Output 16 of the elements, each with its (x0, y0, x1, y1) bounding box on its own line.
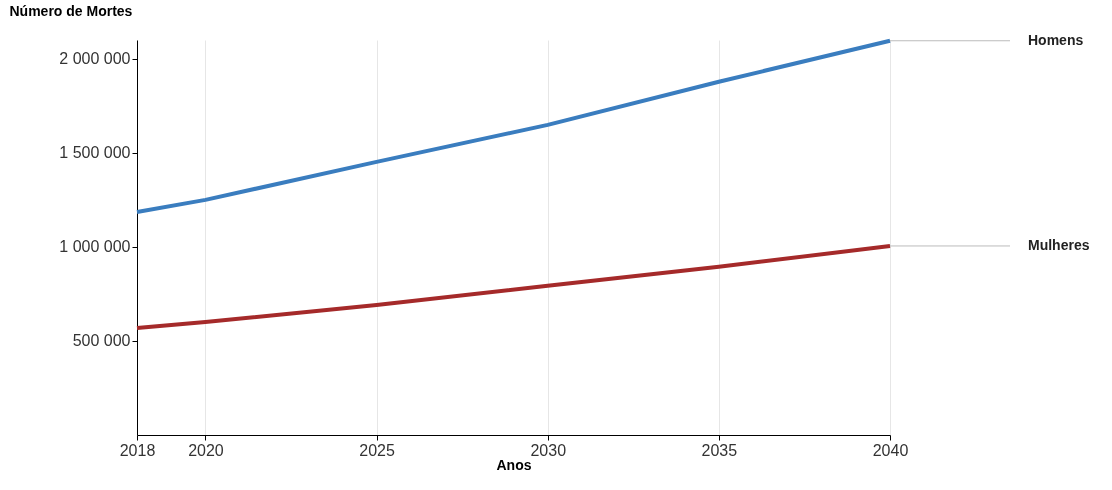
x-tick-label: 2025 (359, 441, 395, 459)
text: Homens (1028, 31, 1084, 48)
x-tick-label: 2018 (119, 441, 156, 459)
x-tick-label: 2040 (872, 441, 909, 459)
line-series (135, 38, 892, 214)
y-tick-label: 500 000 (72, 332, 131, 350)
line-series (135, 243, 892, 330)
text: Mulheres (1028, 236, 1090, 253)
x-tick-label: 2030 (530, 441, 567, 459)
y-tick-label: 1 000 000 (59, 238, 131, 256)
x-tick-label: 2035 (701, 441, 738, 459)
y-tick-label: 1 500 000 (59, 144, 131, 162)
x-tick-label: 2020 (188, 441, 224, 459)
y-tick-label: 2 000 000 (59, 50, 131, 68)
x-axis-title: Anos (496, 456, 532, 473)
y-axis-title: Número de Mortes (9, 2, 133, 19)
